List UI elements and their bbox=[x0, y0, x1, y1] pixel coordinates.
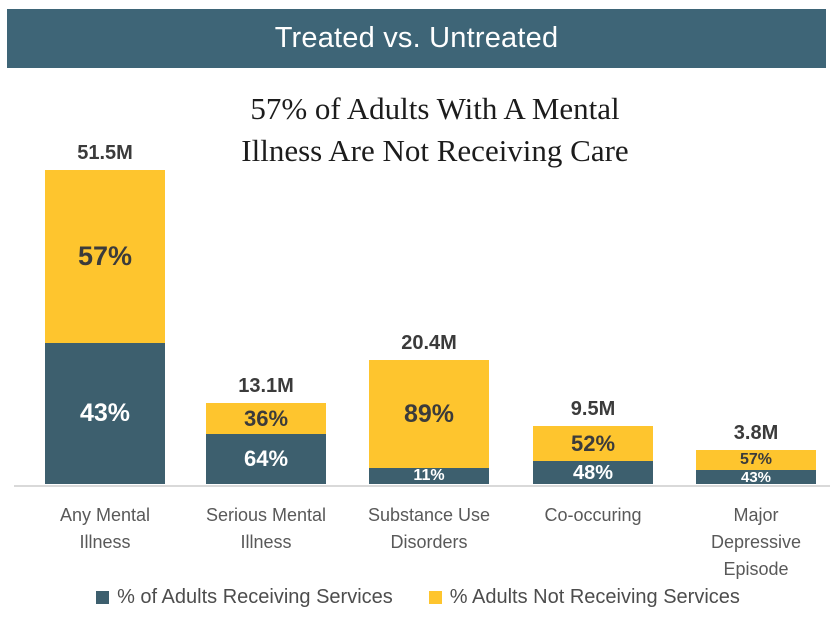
category-label: Any Mental Illness bbox=[59, 505, 151, 552]
bar-group: 20.4M 89% 11% bbox=[369, 332, 489, 484]
segment-not-receiving: 57% bbox=[696, 450, 816, 470]
category-label: Substance Use Disorders bbox=[367, 505, 491, 552]
legend-item-receiving: % of Adults Receiving Services bbox=[96, 586, 393, 609]
not-receiving-swatch bbox=[428, 591, 442, 604]
bar-group: 9.5M 52% 48% bbox=[533, 398, 653, 484]
bar-group: 13.1M 36% 64% bbox=[206, 375, 326, 484]
bar-total-label: 51.5M bbox=[77, 142, 133, 164]
segment-not-receiving: 89% bbox=[369, 360, 489, 468]
bar-group: 51.5M 57% 43% bbox=[45, 142, 165, 484]
chart-title: 57% of Adults With A Mental Illness Are … bbox=[135, 88, 735, 172]
segment-receiving: 64% bbox=[206, 434, 326, 484]
legend: % of Adults Receiving Services % Adults N… bbox=[0, 586, 836, 609]
category-label: Serious Mental Illness bbox=[205, 505, 327, 552]
segment-not-receiving: 57% bbox=[45, 170, 165, 343]
segment-receiving: 43% bbox=[696, 470, 816, 485]
legend-label: % Adults Not Receiving Services bbox=[449, 586, 740, 608]
header-band: Treated vs. Untreated bbox=[7, 9, 826, 68]
legend-label: % of Adults Receiving Services bbox=[117, 586, 393, 608]
header-title: Treated vs. Untreated bbox=[274, 22, 559, 54]
x-axis-line bbox=[14, 485, 830, 487]
segment-not-receiving: 36% bbox=[206, 403, 326, 434]
chart-title-line1: 57% of Adults With A Mental bbox=[250, 91, 620, 126]
category-label: Co-occuring bbox=[544, 505, 642, 525]
bar-total-label: 13.1M bbox=[238, 375, 294, 397]
segment-receiving: 43% bbox=[45, 343, 165, 484]
category-label: Major Depressive Episode bbox=[710, 505, 802, 579]
receiving-swatch bbox=[96, 591, 110, 604]
chart-title-line2: Illness Are Not Receiving Care bbox=[241, 133, 629, 168]
legend-item-not-receiving: % Adults Not Receiving Services bbox=[428, 586, 740, 609]
bar-total-label: 20.4M bbox=[401, 332, 457, 354]
segment-receiving: 11% bbox=[369, 468, 489, 484]
segment-not-receiving: 52% bbox=[533, 426, 653, 461]
bar-total-label: 3.8M bbox=[733, 422, 779, 444]
bar-total-label: 9.5M bbox=[570, 398, 616, 420]
bar-group: 3.8M 57% 43% bbox=[696, 422, 816, 485]
segment-receiving: 48% bbox=[533, 461, 653, 484]
